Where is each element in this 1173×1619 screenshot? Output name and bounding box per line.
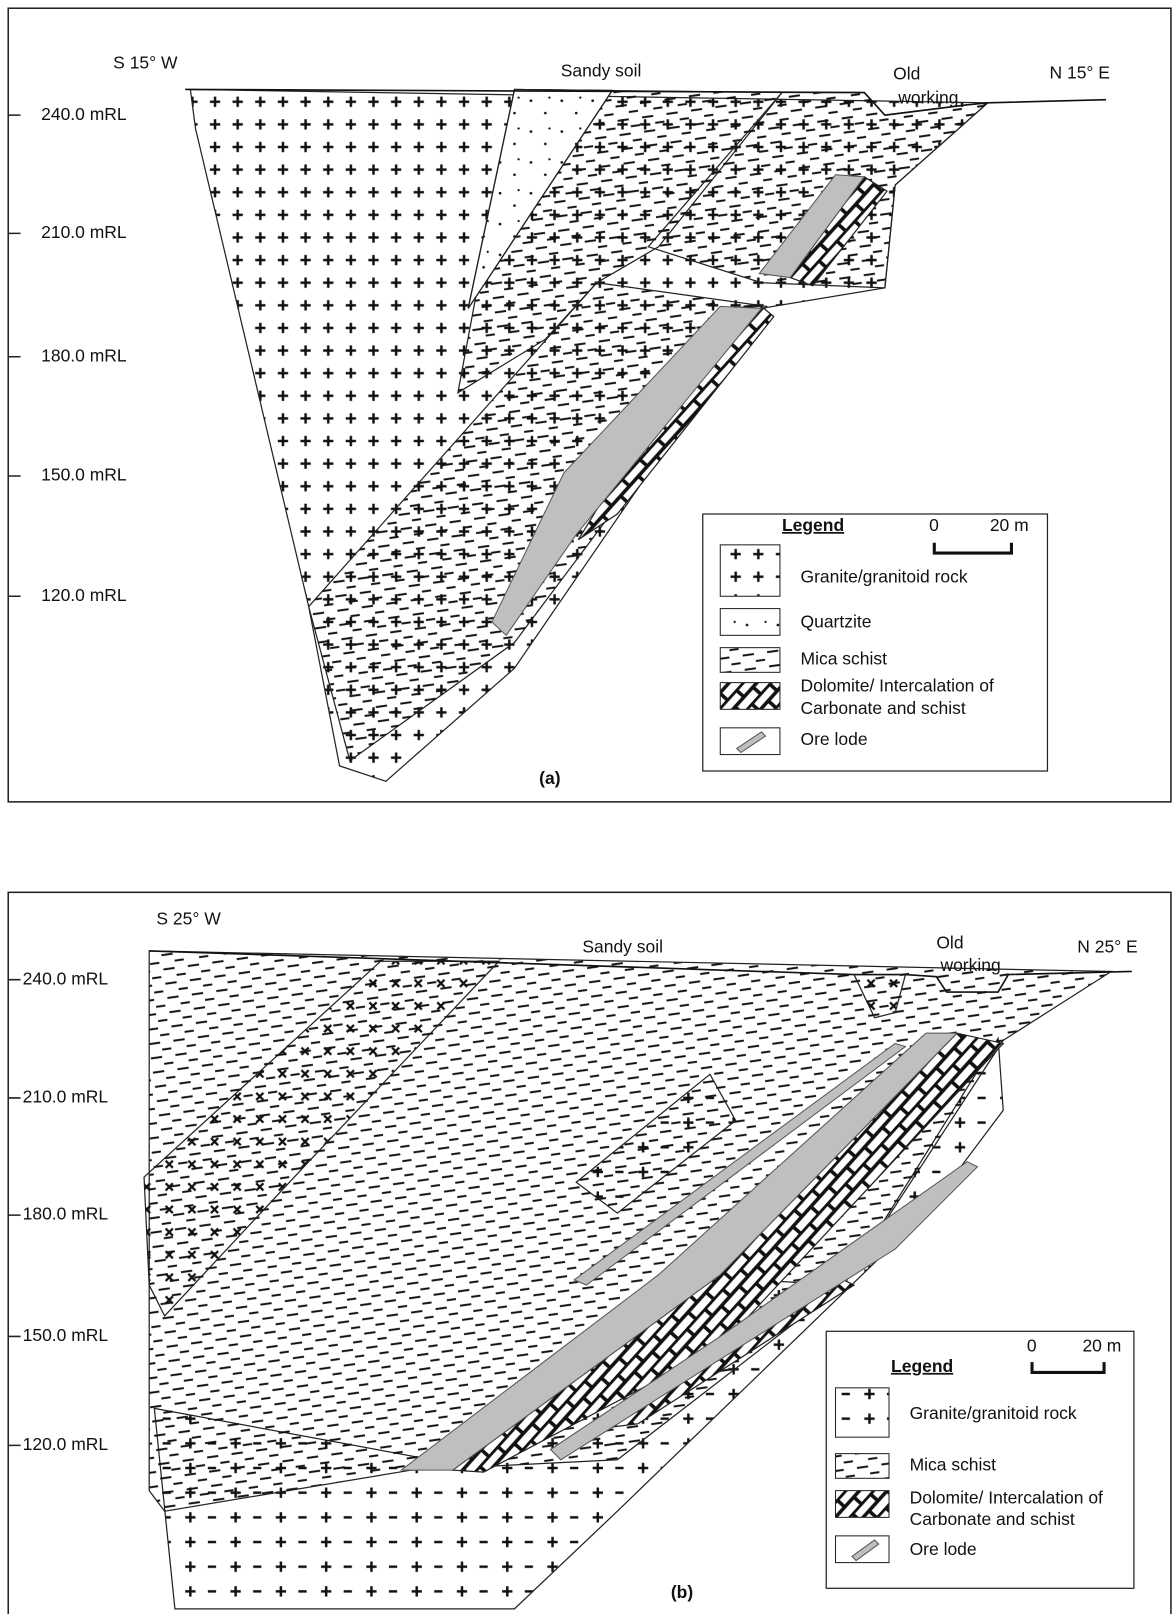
level-label: 210.0 mRL xyxy=(23,1087,109,1107)
legend-label: Carbonate and schist xyxy=(910,1509,1075,1529)
direction-right: N 25° E xyxy=(1077,936,1137,956)
scale-label: 0 xyxy=(929,515,939,535)
level-ticks xyxy=(8,115,20,596)
legend-label: Dolomite/ Intercalation of xyxy=(801,675,994,695)
caption: (b) xyxy=(671,1582,693,1602)
level-labels: 240.0 mRL 210.0 mRL 180.0 mRL 150.0 mRL 120.… xyxy=(23,968,109,1454)
legend-title: Legend xyxy=(782,515,844,535)
scale-label: 0 xyxy=(1027,1335,1037,1355)
direction-right: N 15° E xyxy=(1050,63,1110,83)
legend-label: Ore lode xyxy=(801,729,868,749)
level-label: 180.0 mRL xyxy=(41,345,127,365)
legend-label: Carbonate and schist xyxy=(801,698,966,718)
level-label: 210.0 mRL xyxy=(41,222,127,242)
level-label: 150.0 mRL xyxy=(41,465,127,485)
swatch xyxy=(720,648,780,673)
figure: S 15° W N 15° E Sandy soil Old working 2… xyxy=(0,0,1173,1614)
level-label: 240.0 mRL xyxy=(23,968,109,988)
legend-label: Granite/granitoid rock xyxy=(910,1403,1077,1423)
old-working: Old xyxy=(936,932,963,952)
level-label: 150.0 mRL xyxy=(23,1325,109,1345)
level-label: 120.0 mRL xyxy=(41,585,127,605)
old-working: working xyxy=(939,955,1000,975)
level-label: 180.0 mRL xyxy=(23,1204,109,1224)
swatch xyxy=(720,609,780,636)
scale-label: 20 m xyxy=(990,515,1029,535)
level-labels: 240.0 mRL 210.0 mRL 180.0 mRL 150.0 mRL 120.… xyxy=(41,104,127,605)
legend-label: Granite/granitoid rock xyxy=(801,566,968,586)
surface-label: Sandy soil xyxy=(561,61,642,81)
legend-label: Dolomite/ Intercalation of xyxy=(910,1487,1103,1507)
legend-label: Ore lode xyxy=(910,1539,977,1559)
swatch xyxy=(836,1491,890,1518)
legend-title: Legend xyxy=(891,1356,953,1376)
swatch xyxy=(720,545,780,596)
scale-label: 20 m xyxy=(1082,1335,1121,1355)
swatch xyxy=(720,683,780,710)
swatch xyxy=(836,1388,890,1437)
swatch xyxy=(836,1454,890,1479)
level-label: 120.0 mRL xyxy=(23,1434,109,1454)
page: {"panels": [ {"direction_left": "S 15° W… xyxy=(0,0,1173,1614)
legend-label: Mica schist xyxy=(801,649,888,669)
legend: Legend 0 20 m Granite/granitoid rock Mic… xyxy=(826,1331,1134,1588)
old-working: working xyxy=(897,87,958,107)
caption: (a) xyxy=(539,768,560,788)
old-working: Old xyxy=(893,64,920,84)
legend-label: Quartzite xyxy=(801,612,872,632)
legend: Legend 0 20 m Granite/granitoid rock Qua… xyxy=(703,514,1048,771)
level-ticks xyxy=(8,980,20,1446)
surface-label: Sandy soil xyxy=(582,936,663,956)
legend-label: Mica schist xyxy=(910,1455,997,1475)
direction-left: S 15° W xyxy=(113,52,178,72)
direction-left: S 25° W xyxy=(156,909,221,929)
level-label: 240.0 mRL xyxy=(41,104,127,124)
